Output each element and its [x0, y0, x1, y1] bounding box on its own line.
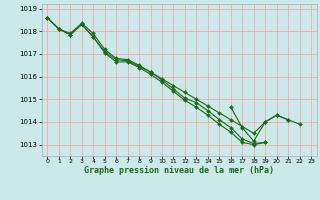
X-axis label: Graphe pression niveau de la mer (hPa): Graphe pression niveau de la mer (hPa)	[84, 166, 274, 175]
